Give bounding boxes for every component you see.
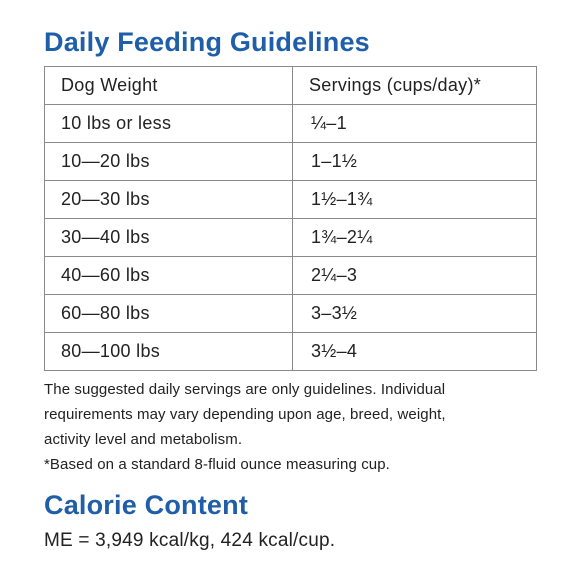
table-row: 40—60 lbs 2¼–3 [44,256,537,295]
row-servings: 1¾–2¼ [292,218,537,257]
feeding-guidelines-title: Daily Feeding Guidelines [44,27,370,57]
row-servings: 3½–4 [292,332,537,371]
table-row: 60—80 lbs 3–3½ [44,294,537,333]
note-line: The suggested daily servings are only gu… [44,381,446,398]
row-weight: 10—20 lbs [44,142,293,181]
row-servings: 1–1½ [292,142,537,181]
table-row: 20—30 lbs 1½–1¾ [44,180,537,219]
row-servings: 3–3½ [292,294,537,333]
table-row: 30—40 lbs 1¾–2¼ [44,218,537,257]
feeding-notes: The suggested daily servings are only gu… [44,377,544,477]
note-line: activity level and metabolism. [44,431,243,448]
table-row: 10 lbs or less ¼–1 [44,104,537,143]
table-row: 80—100 lbs 3½–4 [44,332,537,371]
header-servings: Servings (cups/day)* [292,66,537,105]
row-weight: 20—30 lbs [44,180,293,219]
table-header-row: Dog Weight Servings (cups/day)* [44,66,537,105]
table-row: 10—20 lbs 1–1½ [44,142,537,181]
row-weight: 80—100 lbs [44,332,293,371]
header-dog-weight: Dog Weight [44,66,293,105]
row-weight: 60—80 lbs [44,294,293,333]
footnote: *Based on a standard 8-fluid ounce measu… [44,456,390,473]
calorie-content-text: ME = 3,949 kcal/kg, 424 kcal/cup. [44,530,336,551]
row-servings: 1½–1¾ [292,180,537,219]
row-weight: 30—40 lbs [44,218,293,257]
row-weight: 40—60 lbs [44,256,293,295]
row-servings: ¼–1 [292,104,537,143]
row-weight: 10 lbs or less [44,104,293,143]
row-servings: 2¼–3 [292,256,537,295]
feeding-table: Dog Weight Servings (cups/day)* 10 lbs o… [44,66,537,371]
note-line: requirements may vary depending upon age… [44,406,446,423]
calorie-content-title: Calorie Content [44,490,249,520]
